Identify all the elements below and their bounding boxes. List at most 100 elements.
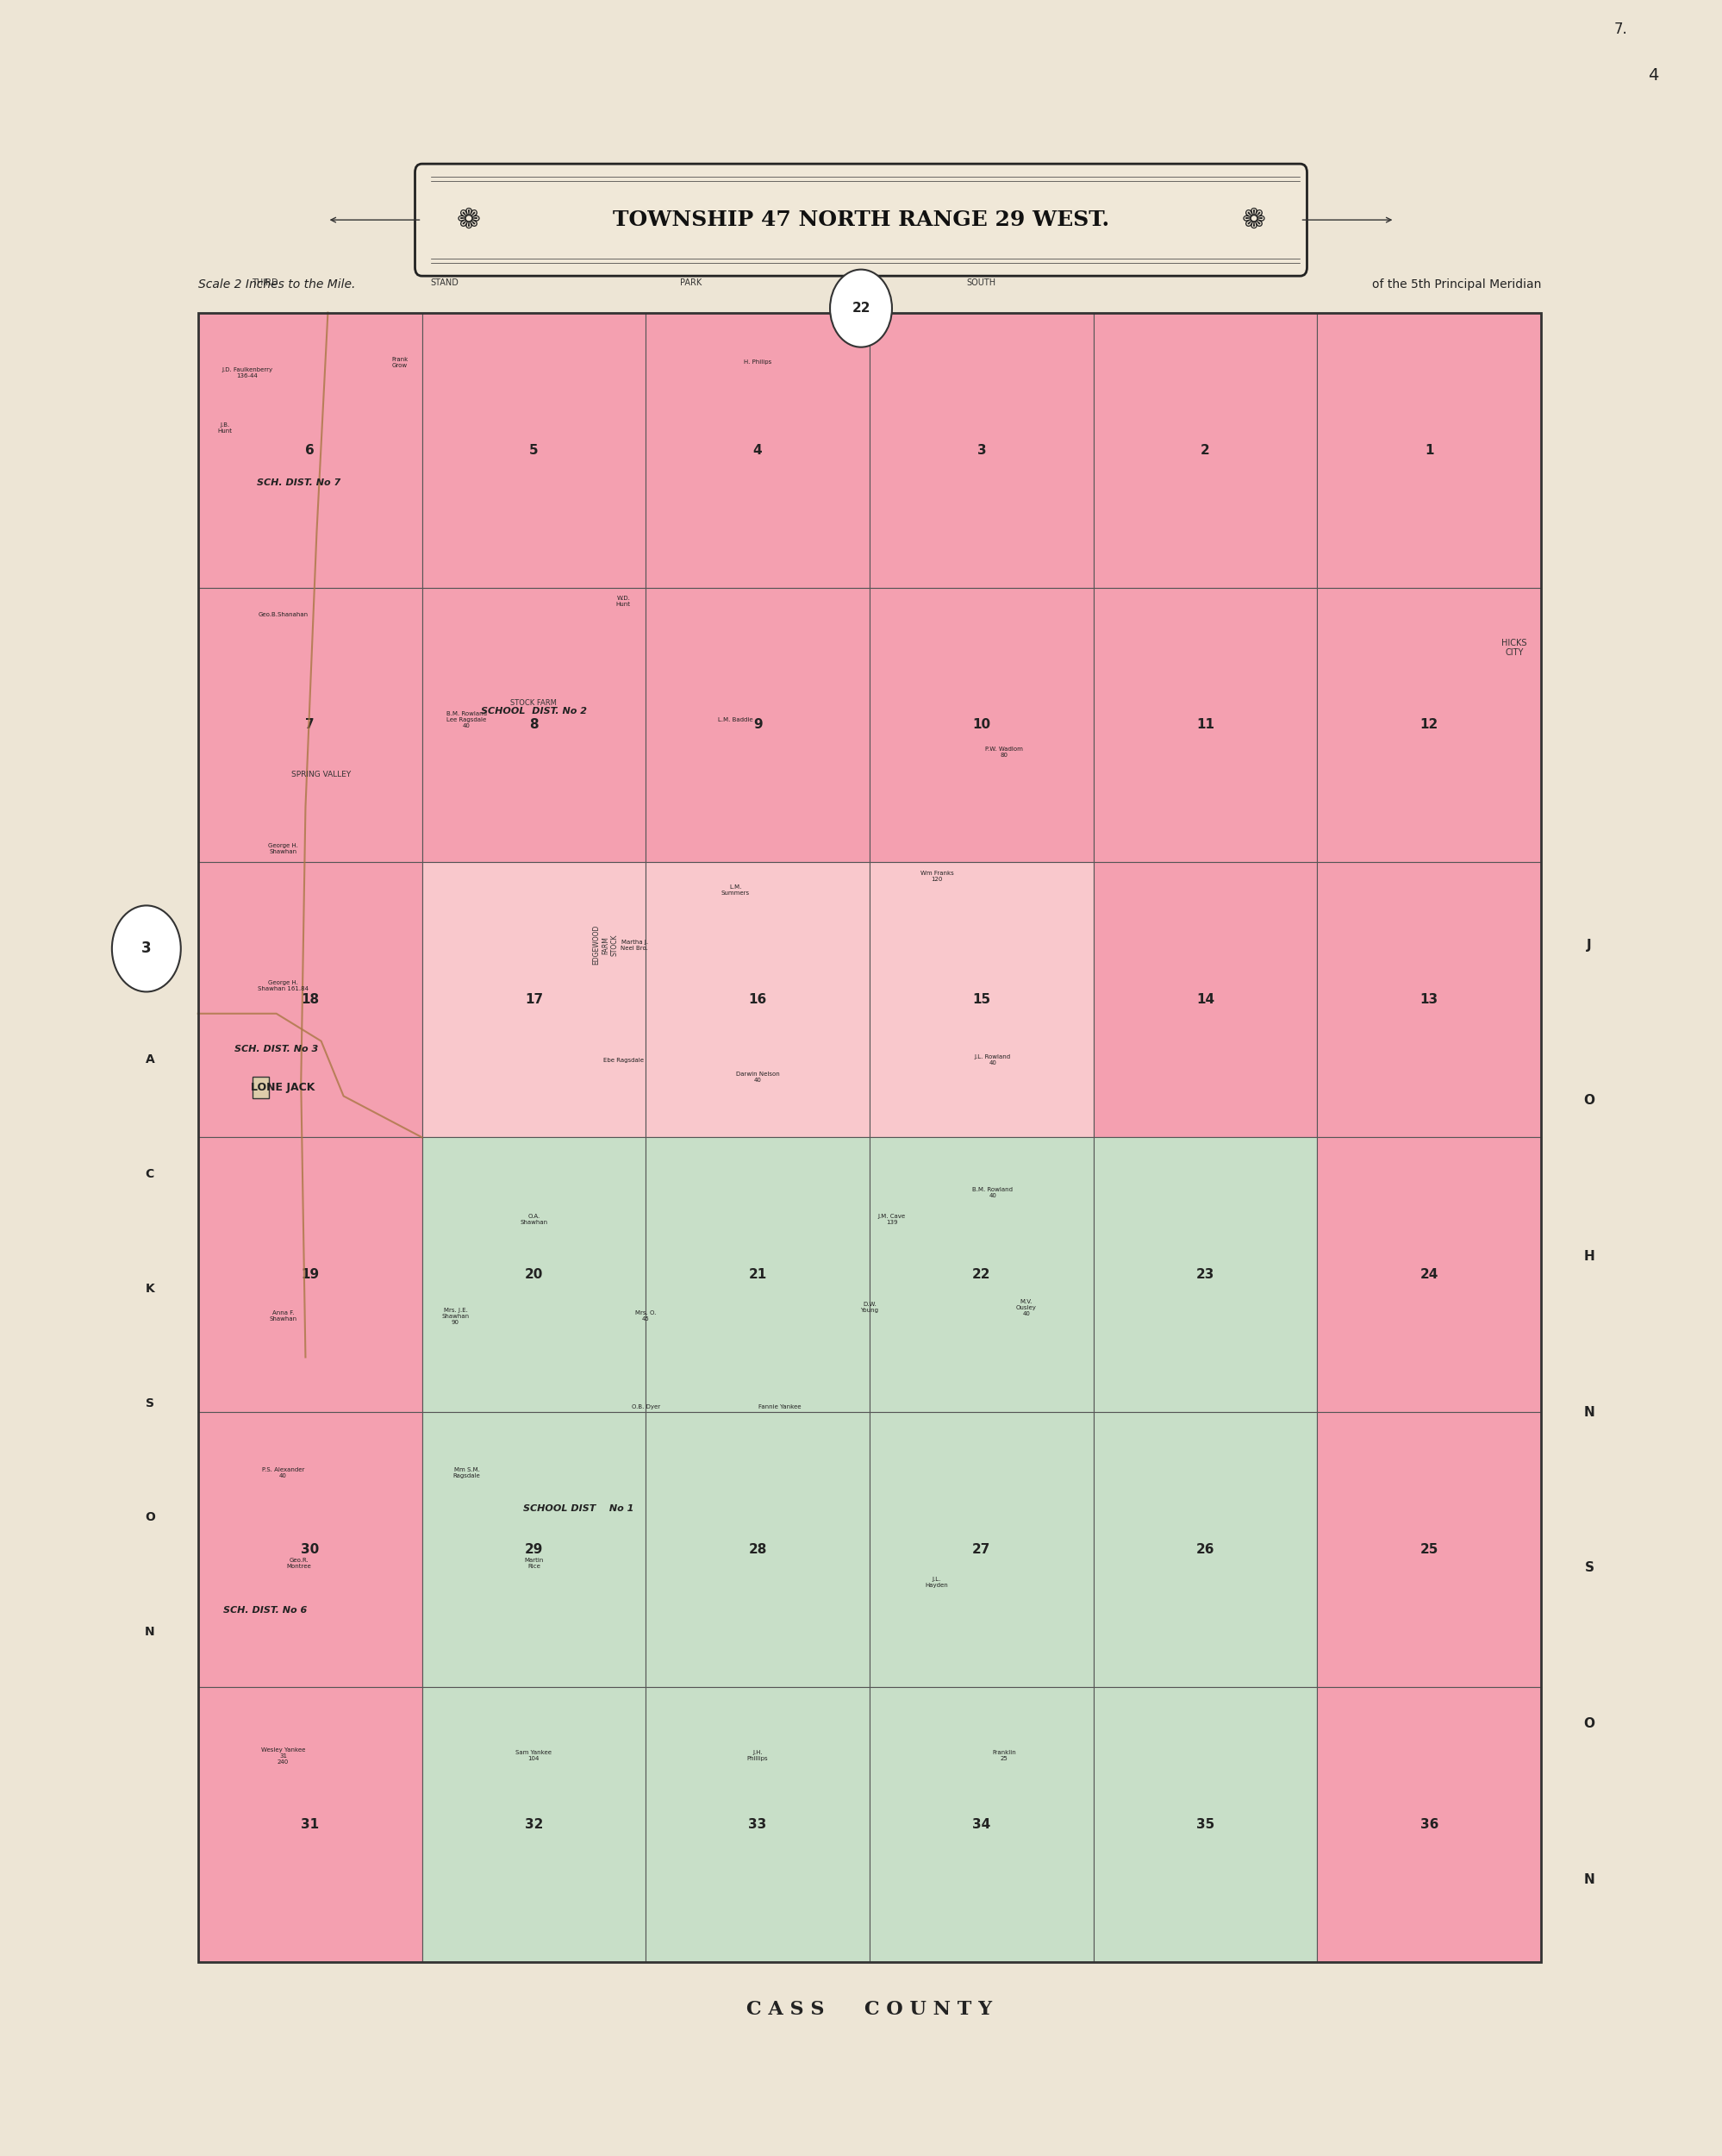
- Text: 26: 26: [1197, 1544, 1214, 1557]
- Text: O: O: [1584, 1095, 1595, 1106]
- Text: J.B.
Hunt: J.B. Hunt: [217, 423, 232, 433]
- Text: N: N: [1584, 1406, 1595, 1419]
- Text: 5: 5: [529, 444, 539, 457]
- Text: J: J: [148, 938, 152, 951]
- Text: Scale 2 Inches to the Mile.: Scale 2 Inches to the Mile.: [198, 278, 355, 291]
- Text: THIRD: THIRD: [251, 278, 279, 287]
- Bar: [422, 586, 646, 862]
- Bar: [422, 1686, 646, 1962]
- Text: 18: 18: [301, 994, 319, 1007]
- Text: 17: 17: [525, 994, 542, 1007]
- Text: Anna F.
Shawhan: Anna F. Shawhan: [269, 1311, 296, 1322]
- Text: 12: 12: [1421, 718, 1438, 731]
- Text: 4: 4: [1648, 67, 1658, 84]
- Text: P.W. Wadlom
80: P.W. Wadlom 80: [985, 746, 1023, 759]
- Bar: [870, 313, 1093, 586]
- Bar: [198, 586, 422, 862]
- Text: J.L. Rowland
40: J.L. Rowland 40: [975, 1054, 1011, 1065]
- Text: J.H.
Phillips: J.H. Phillips: [747, 1751, 768, 1761]
- Bar: [198, 313, 422, 586]
- Text: ❁: ❁: [1242, 205, 1266, 235]
- Text: 4: 4: [753, 444, 763, 457]
- Bar: [1093, 1138, 1317, 1412]
- Text: LONE JACK: LONE JACK: [251, 1082, 315, 1093]
- Text: 31: 31: [301, 1818, 319, 1830]
- Text: S: S: [145, 1397, 155, 1410]
- Text: Franklin
25: Franklin 25: [992, 1751, 1016, 1761]
- Text: Fannie Yankee: Fannie Yankee: [759, 1404, 801, 1410]
- Bar: [198, 1412, 422, 1686]
- Bar: [198, 862, 422, 1138]
- Text: 13: 13: [1421, 994, 1438, 1007]
- Text: 6: 6: [305, 444, 315, 457]
- Text: SCH. DIST. No 6: SCH. DIST. No 6: [224, 1606, 307, 1615]
- Text: Mrs. J.E.
Shawhan
90: Mrs. J.E. Shawhan 90: [441, 1307, 470, 1324]
- Bar: [198, 1686, 422, 1962]
- Text: Darwin Nelson
40: Darwin Nelson 40: [735, 1072, 780, 1082]
- Text: H. Philips: H. Philips: [744, 360, 771, 364]
- Text: Mm S.M.
Ragsdale: Mm S.M. Ragsdale: [453, 1466, 480, 1479]
- Text: 27: 27: [973, 1544, 990, 1557]
- Text: SCHOOL DIST    No 1: SCHOOL DIST No 1: [523, 1505, 634, 1514]
- Bar: [198, 1138, 422, 1412]
- Bar: [422, 1138, 646, 1412]
- Text: 22: 22: [973, 1268, 990, 1281]
- Text: C: C: [145, 1169, 155, 1179]
- Text: 10: 10: [973, 718, 990, 731]
- Bar: [870, 1686, 1093, 1962]
- Text: EDGEWOOD
FARM
STOCK: EDGEWOOD FARM STOCK: [592, 925, 618, 966]
- Text: S: S: [1584, 1561, 1595, 1574]
- Text: 8: 8: [529, 718, 539, 731]
- Text: 15: 15: [973, 994, 990, 1007]
- Bar: [251, 1078, 269, 1100]
- Text: 24: 24: [1421, 1268, 1438, 1281]
- Text: 11: 11: [1197, 718, 1214, 731]
- Text: 21: 21: [749, 1268, 766, 1281]
- Text: 28: 28: [749, 1544, 766, 1557]
- Text: N: N: [145, 1626, 155, 1639]
- Text: 19: 19: [301, 1268, 319, 1281]
- Text: Frank
Grow: Frank Grow: [391, 356, 408, 369]
- Text: SOUTH: SOUTH: [966, 278, 997, 287]
- Bar: [422, 313, 646, 586]
- Text: 14: 14: [1197, 994, 1214, 1007]
- FancyBboxPatch shape: [415, 164, 1307, 276]
- Text: STOCK FARM: STOCK FARM: [511, 699, 556, 707]
- Text: 20: 20: [525, 1268, 542, 1281]
- Text: George H.
Shawhan: George H. Shawhan: [269, 843, 298, 854]
- Text: 9: 9: [753, 718, 763, 731]
- Bar: [646, 1686, 870, 1962]
- Text: PARK: PARK: [680, 278, 701, 287]
- Text: 35: 35: [1197, 1818, 1214, 1830]
- Text: SCHOOL  DIST. No 2: SCHOOL DIST. No 2: [480, 707, 587, 716]
- Text: C A S S      C O U N T Y: C A S S C O U N T Y: [747, 2001, 992, 2018]
- Text: M.V.
Ousley
40: M.V. Ousley 40: [1016, 1300, 1037, 1317]
- Text: 7.: 7.: [1614, 22, 1627, 37]
- Bar: [870, 586, 1093, 862]
- Text: A: A: [145, 1054, 155, 1065]
- Text: SPRING VALLEY: SPRING VALLEY: [291, 770, 351, 778]
- Text: George H.
Shawhan 161.84: George H. Shawhan 161.84: [258, 981, 308, 992]
- Text: SCH. DIST. No 7: SCH. DIST. No 7: [257, 479, 341, 487]
- Bar: [422, 1412, 646, 1686]
- Text: Martha J.
Neel Bro.: Martha J. Neel Bro.: [622, 940, 647, 951]
- Text: Martin
Rice: Martin Rice: [523, 1559, 544, 1570]
- Text: 3: 3: [141, 940, 152, 957]
- Bar: [1093, 1686, 1317, 1962]
- Text: 36: 36: [1421, 1818, 1438, 1830]
- Bar: [1317, 313, 1541, 586]
- Text: W.D.
Hunt: W.D. Hunt: [616, 595, 630, 606]
- Text: K: K: [145, 1283, 155, 1294]
- Text: O.A.
Shawhan: O.A. Shawhan: [520, 1214, 548, 1225]
- Text: 22: 22: [852, 302, 870, 315]
- Text: D.W.
Young: D.W. Young: [861, 1302, 878, 1313]
- Text: B.M. Rowland
40: B.M. Rowland 40: [973, 1186, 1013, 1199]
- Text: SCH. DIST. No 3: SCH. DIST. No 3: [234, 1046, 319, 1054]
- Text: Wesley Yankee
31
240: Wesley Yankee 31 240: [262, 1746, 305, 1764]
- Bar: [646, 862, 870, 1138]
- Bar: [1317, 1412, 1541, 1686]
- Bar: [1093, 862, 1317, 1138]
- Text: P.S. Alexander
40: P.S. Alexander 40: [262, 1466, 305, 1479]
- Bar: [870, 1138, 1093, 1412]
- Text: Geo.R.
Montree: Geo.R. Montree: [286, 1559, 312, 1570]
